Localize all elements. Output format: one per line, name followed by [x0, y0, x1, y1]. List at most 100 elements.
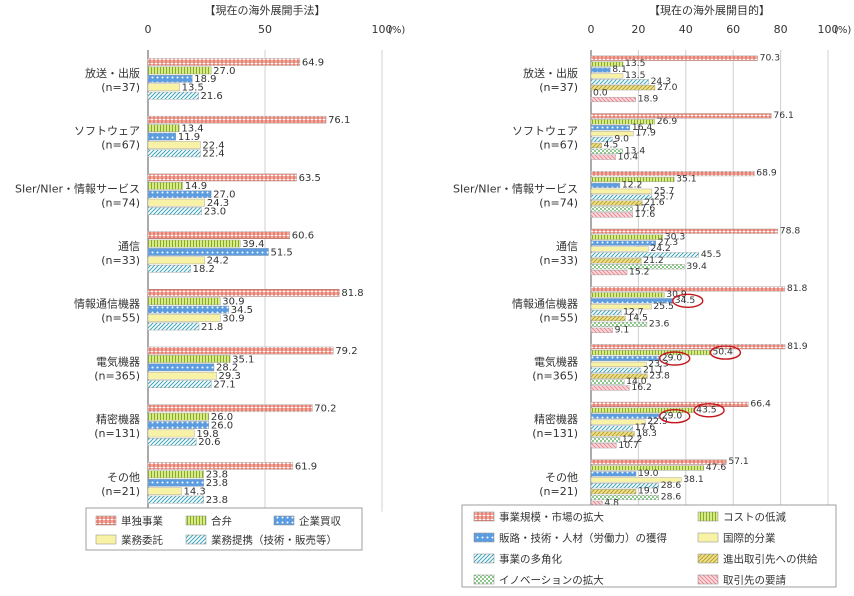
bar-value-label: 43.5 [696, 404, 717, 415]
legend-swatch [697, 553, 719, 564]
bar-value-label: 68.9 [756, 168, 777, 179]
category-label: 放送・出版 [523, 66, 578, 80]
category-n-label: (n=21) [539, 485, 578, 498]
bar [147, 83, 180, 92]
chart-title: 【現在の海外展開目的】 [649, 3, 770, 17]
bar [590, 459, 727, 465]
bar-value-label: 45.5 [701, 249, 722, 260]
bar-value-label: 38.1 [683, 474, 703, 485]
legend-label: 取引先の要請 [723, 574, 786, 587]
category-n-label: (n=67) [101, 139, 140, 152]
bar-value-label: 20.6 [198, 437, 220, 448]
bar [590, 327, 613, 333]
bar-value-label: 25.7 [654, 191, 675, 202]
bar-value-label: 57.1 [728, 456, 748, 467]
legend-swatch [95, 515, 117, 526]
bar-value-label: 23.8 [206, 470, 228, 481]
bar-value-label: 23.6 [649, 318, 670, 329]
category-n-label: (n=74) [101, 196, 140, 209]
category-label: 通信 [118, 240, 140, 253]
highlight-circle [659, 409, 691, 424]
bar-value-label: 21.2 [643, 255, 663, 266]
category-label: ソフトウェア [512, 125, 578, 138]
bar-value-label: 23.3 [648, 358, 669, 369]
bar [147, 346, 334, 355]
bar [147, 495, 204, 504]
bar-value-label: 28.6 [661, 480, 682, 491]
bar [147, 289, 340, 297]
bar [147, 412, 210, 421]
bar [147, 248, 269, 256]
bar-value-label: 34.5 [675, 295, 696, 306]
legend-box [85, 507, 363, 551]
bar [590, 310, 622, 316]
bar [590, 361, 647, 367]
bar-value-label: 10.7 [618, 440, 639, 451]
bar [590, 200, 643, 206]
category-n-label: (n=365) [94, 369, 140, 382]
bar-value-label: 63.5 [299, 173, 321, 184]
bar-value-label: 26.0 [211, 420, 233, 431]
bar [590, 73, 624, 79]
bar-value-label: 10.4 [618, 151, 639, 162]
bar [147, 182, 184, 190]
bar-value-label: 17.6 [635, 209, 656, 220]
bar [147, 322, 200, 331]
tick-label: 50 [258, 23, 272, 36]
bar [590, 270, 628, 276]
bar [590, 373, 648, 379]
category-label: SIer/NIer・情報サービス [15, 182, 140, 195]
bar [147, 58, 301, 66]
bar-value-label: 13.5 [625, 58, 646, 69]
bar [590, 148, 623, 154]
bar-value-label: 12.2 [622, 179, 642, 190]
bar [590, 344, 786, 350]
bar-value-label: 27.3 [658, 237, 679, 248]
bar [147, 239, 241, 248]
bar-value-label: 19.8 [196, 429, 218, 440]
bar [590, 206, 633, 212]
category-label: 精密機器 [96, 412, 140, 426]
method-chart-panel: 【現在の海外展開手法】0 50 100(%)放送・出版(n=37)64.927.01… [15, 3, 405, 551]
bar-value-label: 76.1 [773, 110, 793, 121]
category-label: その他 [107, 471, 140, 484]
category-label: SIer/NIer・情報サービス [453, 182, 578, 195]
bar-value-label: 19.0 [638, 486, 659, 497]
bar [590, 79, 649, 85]
legend-swatch [697, 574, 719, 585]
bar [147, 478, 204, 487]
category-label: 通信 [556, 240, 578, 253]
bar [590, 258, 642, 264]
bar-value-label: 9.0 [614, 134, 629, 145]
bar [590, 252, 700, 258]
bar-value-label: 23.8 [206, 495, 228, 506]
bar-value-label: 25.7 [654, 185, 675, 196]
legend-swatch [473, 532, 495, 543]
bar-value-label: 18.9 [638, 94, 659, 105]
bar [590, 154, 616, 160]
category-label: 放送・出版 [85, 66, 140, 80]
bar-value-label: 18.3 [636, 428, 657, 439]
bar-value-label: 30.3 [665, 231, 686, 242]
bar-value-label: 23.8 [206, 478, 228, 489]
bar-value-label: 61.9 [295, 461, 317, 472]
bar [147, 297, 221, 306]
bar [590, 228, 778, 234]
bar-value-label: 8.1 [612, 64, 627, 75]
bar-value-label: 51.5 [271, 247, 293, 258]
bar-value-label: 70.2 [314, 404, 336, 415]
bar [590, 61, 624, 67]
bar-value-label: 30.9 [222, 313, 244, 324]
bar-value-label: 30.9 [222, 297, 244, 308]
highlight-circle [672, 293, 704, 308]
bar-value-label: 35.1 [232, 354, 254, 365]
category-n-label: (n=21) [101, 485, 140, 498]
bar [147, 462, 294, 470]
bar [590, 483, 659, 489]
category-n-label: (n=37) [539, 81, 578, 94]
bar-value-label: 12.7 [623, 307, 644, 318]
bar [590, 125, 631, 131]
tick-label: 60 [726, 23, 740, 36]
legend-swatch [273, 515, 295, 526]
